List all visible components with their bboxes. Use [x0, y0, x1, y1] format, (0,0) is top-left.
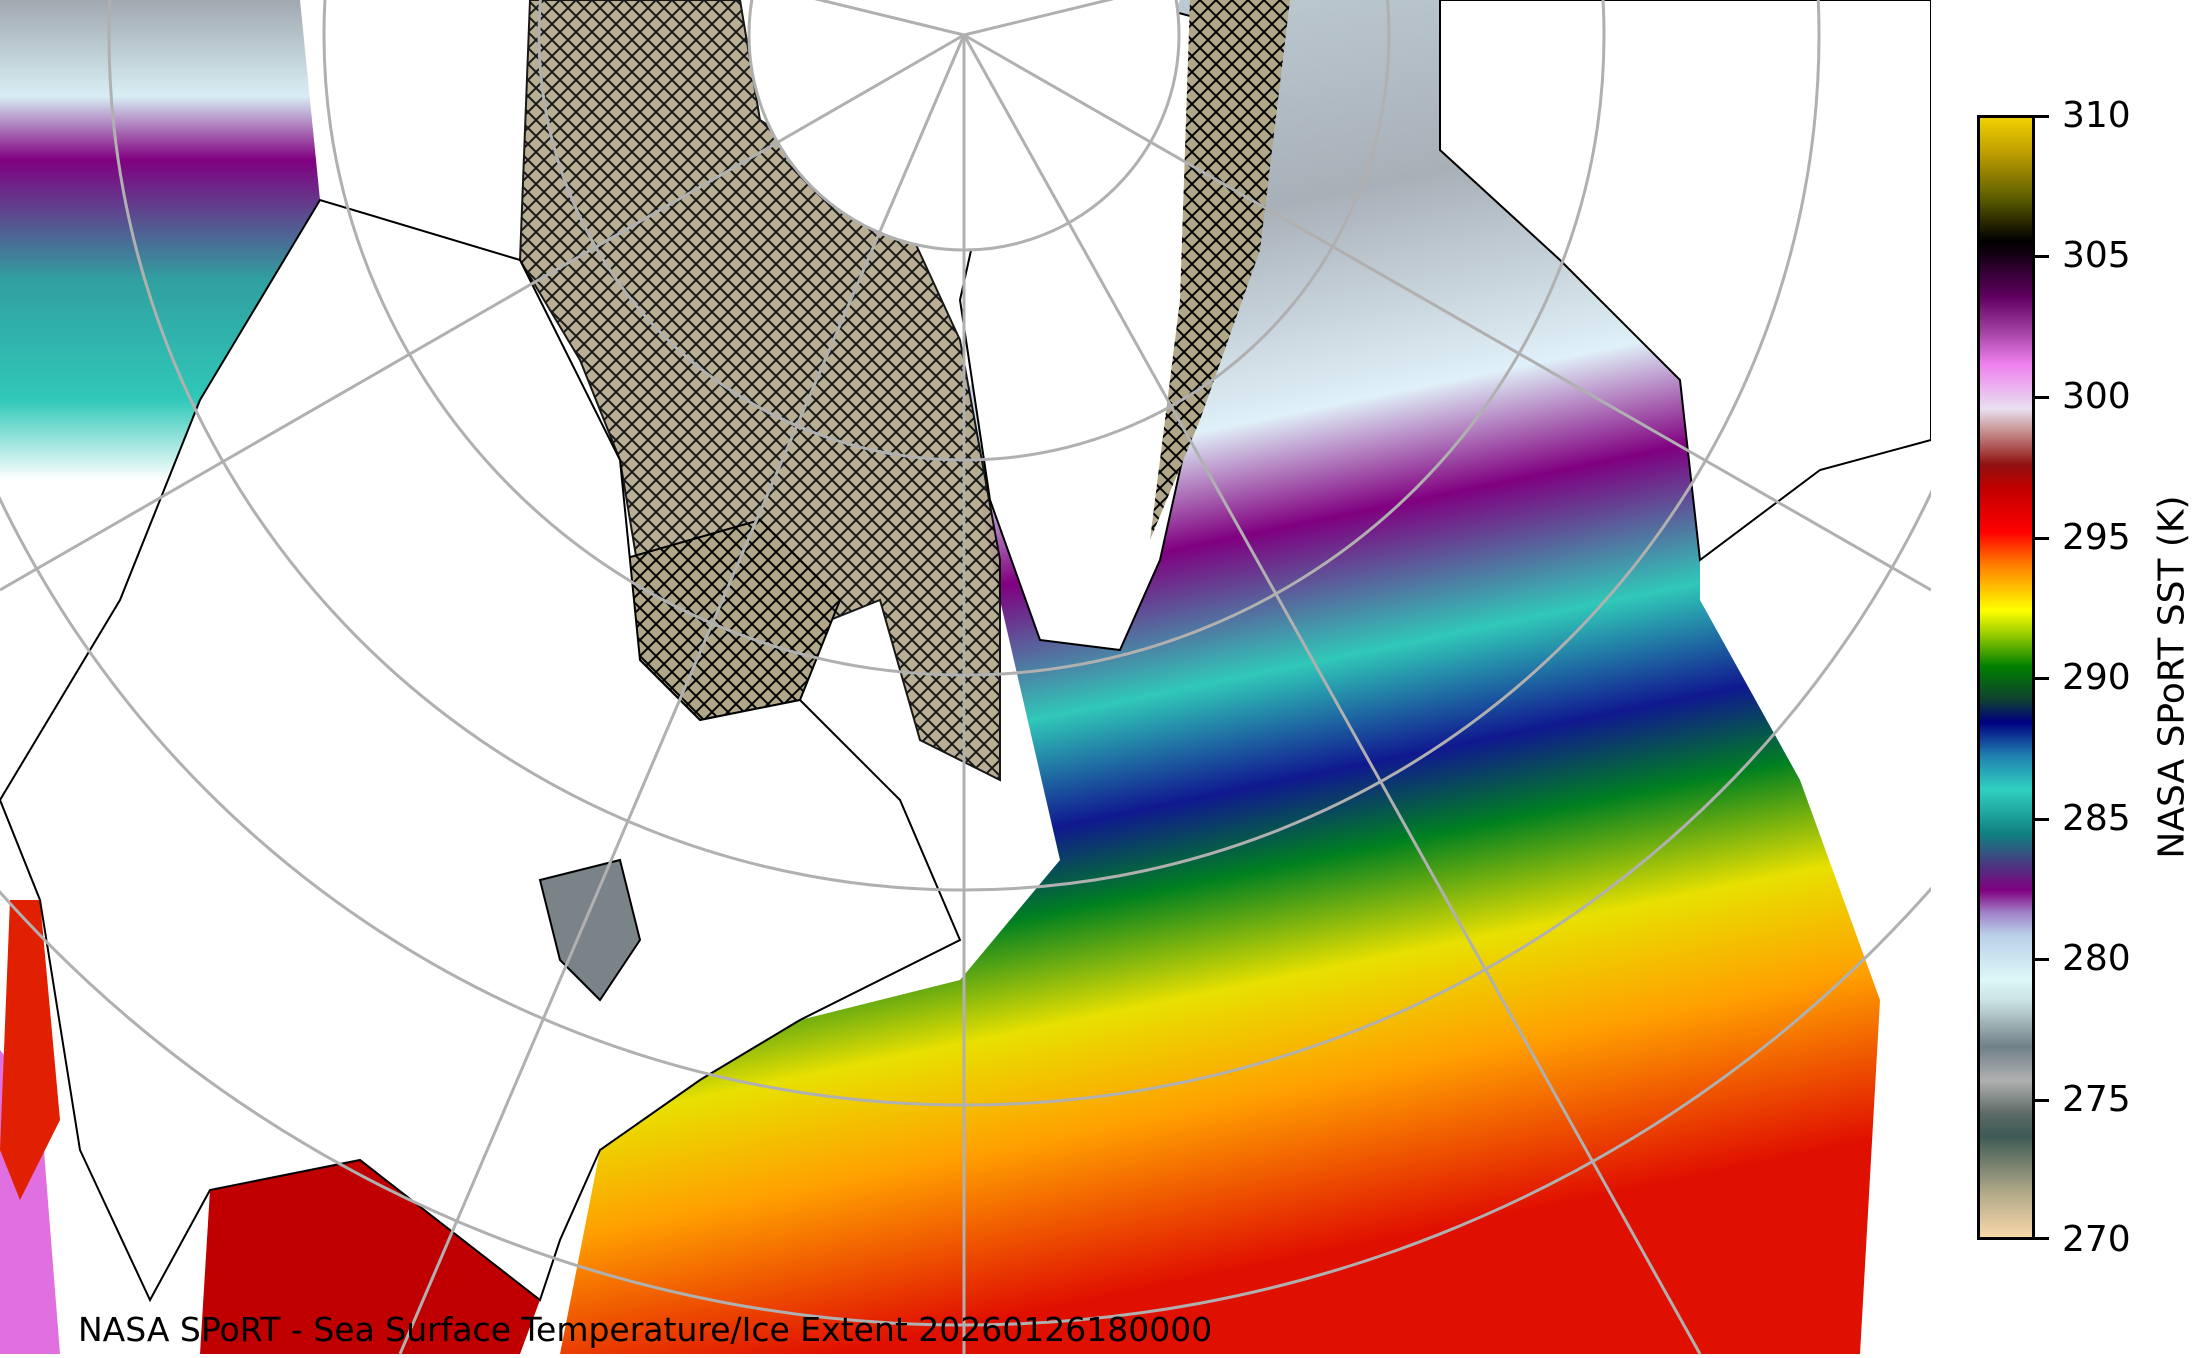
mexico-pacific-coast	[0, 900, 60, 1200]
colorbar-tick-label: 310	[2062, 95, 2131, 136]
colorbar-tick	[2035, 1099, 2049, 1102]
pacific-ocean	[0, 0, 320, 800]
north-america	[0, 198, 962, 1303]
colorbar-tick	[2035, 115, 2049, 118]
atlantic-ocean	[560, 0, 1880, 1354]
colorbar-tick-label: 290	[2062, 657, 2131, 698]
colorbar-tick-label: 295	[2062, 517, 2131, 558]
colorbar-tick	[2035, 958, 2049, 961]
colorbar	[1977, 115, 2035, 1240]
colorbar-tick	[2035, 818, 2049, 821]
colorbar-tick-label: 300	[2062, 376, 2131, 417]
greenland-east-ice	[1150, 0, 1290, 540]
colorbar-label: NASA SPoRT SST (K)	[2151, 495, 2193, 859]
colorbar-tick-label: 275	[2062, 1079, 2131, 1120]
colorbar-tick	[2035, 677, 2049, 680]
colorbar-tick-label: 280	[2062, 938, 2131, 979]
map-title: NASA SPoRT - Sea Surface Temperature/Ice…	[78, 1310, 1213, 1349]
colorbar-tick-label: 305	[2062, 235, 2131, 276]
colorbar-tick	[2035, 396, 2049, 399]
colorbar-tick	[2035, 1237, 2049, 1240]
colorbar-tick-label: 285	[2062, 798, 2131, 839]
colorbar-tick	[2035, 537, 2049, 540]
colorbar-tick-label: 270	[2062, 1219, 2131, 1260]
colorbar-tick	[2035, 255, 2049, 258]
